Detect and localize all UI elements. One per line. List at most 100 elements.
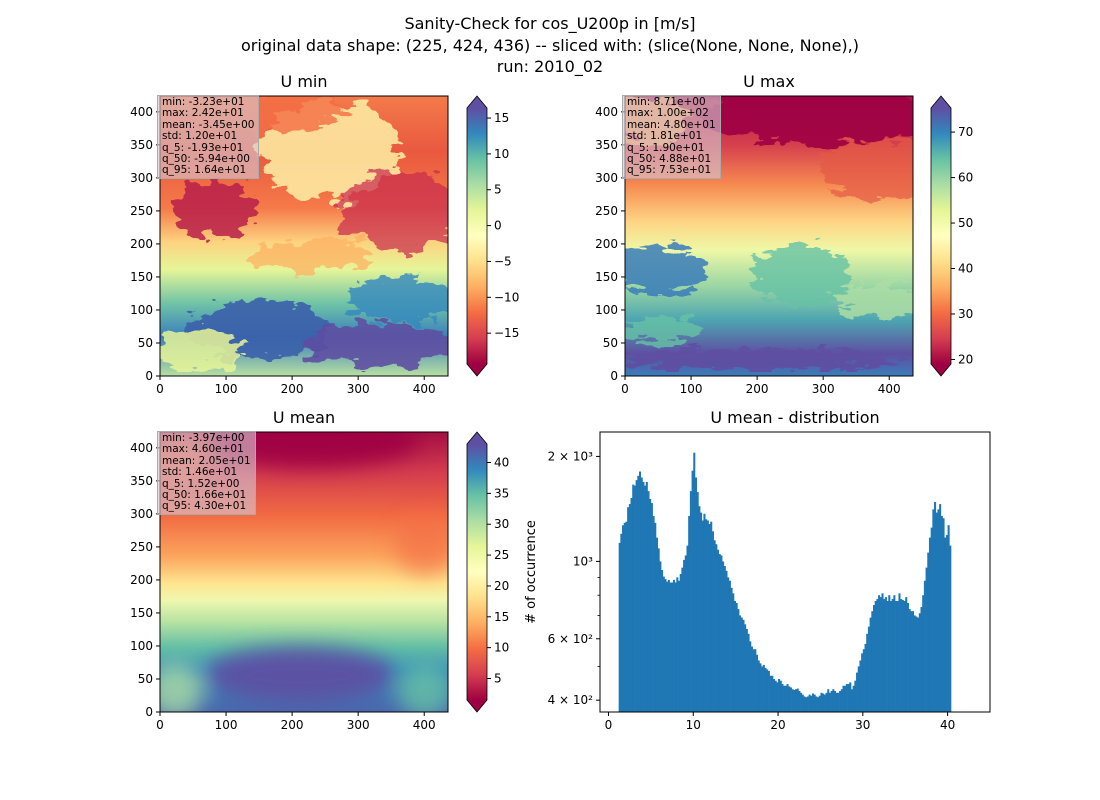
hist-bar — [878, 595, 881, 712]
umin-axes-frame — [159, 95, 449, 377]
hist-bar — [650, 503, 653, 712]
hist-bar — [845, 684, 848, 712]
hist-bar — [789, 687, 792, 712]
hist-bar — [827, 689, 830, 712]
x-tick-label: 200 — [746, 382, 769, 396]
hist-bar — [854, 680, 857, 712]
stat-line: min: -3.97e+00 — [162, 432, 245, 444]
umin-colorbar — [466, 95, 488, 377]
colorbar-tick-label: 25 — [494, 548, 509, 562]
y-tick-label: 0 — [610, 369, 618, 383]
hist-bar — [850, 689, 854, 712]
hist-bar — [674, 582, 677, 712]
hist-x-tick-label: 10 — [686, 718, 701, 732]
hist-bar — [661, 569, 664, 712]
colorbar-tick-label: 70 — [958, 125, 973, 139]
hist-bar — [754, 649, 757, 712]
hist-bar — [788, 686, 791, 712]
hist-bar — [910, 611, 913, 712]
hist-bar — [806, 696, 809, 712]
hist-bar — [700, 512, 703, 712]
hist-bar — [637, 475, 640, 712]
hist-bar — [823, 694, 826, 712]
hist-bar — [927, 552, 930, 712]
hist-bar — [689, 491, 692, 712]
hist-bar — [849, 682, 852, 712]
hist-bar — [649, 498, 652, 712]
hist-bar — [835, 692, 838, 712]
y-tick-label: 0 — [145, 705, 153, 719]
hist-bar — [791, 689, 794, 712]
hist-bar — [888, 595, 891, 712]
colorbar-tick-label: 10 — [494, 641, 509, 655]
hist-bar — [655, 537, 659, 712]
hist-bar — [778, 679, 781, 712]
y-tick-label: 100 — [130, 303, 153, 317]
hist-bar — [925, 567, 928, 712]
hist-bar — [759, 663, 762, 712]
y-tick-label: 300 — [130, 171, 153, 185]
hist-bar — [761, 666, 764, 712]
hist-bar — [694, 477, 698, 712]
hist-bar — [730, 587, 733, 712]
stat-line: q_5: -1.93e+01 — [162, 141, 244, 154]
y-tick-label: 400 — [130, 441, 153, 455]
hist-bar — [644, 485, 647, 712]
hist-bar — [900, 599, 903, 712]
hist-bar — [937, 509, 940, 712]
hist-bar — [659, 561, 662, 712]
hist-bar — [942, 518, 945, 712]
hist-bar — [764, 667, 767, 712]
colorbar-tick-label: 5 — [494, 672, 502, 686]
hist-bar — [784, 685, 787, 712]
hist-bar — [723, 566, 726, 712]
y-tick-label: 200 — [130, 573, 153, 587]
hist-bar — [662, 576, 665, 712]
x-tick-label: 300 — [347, 382, 370, 396]
y-tick-label: 200 — [130, 237, 153, 251]
hist-bar — [923, 580, 926, 712]
panel-title-hist: U mean - distribution — [710, 408, 880, 427]
hist-bar — [766, 669, 769, 712]
hist-bar — [796, 688, 799, 712]
figure-title-line3: run: 2010_02 — [496, 57, 604, 76]
umean-stats-box: min: -3.97e+00 max: 4.60e+01 mean: 2.05e… — [157, 431, 256, 515]
hist-bar — [671, 582, 674, 712]
hist-bar — [905, 597, 908, 712]
hist-bar — [857, 666, 860, 712]
umax-heatmap — [625, 96, 913, 376]
hist-bar — [866, 633, 869, 712]
hist-bar — [756, 654, 759, 712]
hist-bar — [862, 649, 865, 712]
hist-bar — [725, 570, 728, 712]
hist-bar — [915, 616, 918, 712]
hist-bar — [903, 600, 906, 712]
x-tick-label: 100 — [215, 718, 238, 732]
hist-bar — [818, 695, 821, 712]
hist-bar — [772, 679, 776, 712]
hist-bar — [722, 561, 725, 712]
umax-stats-box: min: 8.71e+00 max: 1.00e+02 mean: 4.80e+… — [622, 95, 721, 179]
stat-line: max: 1.00e+02 — [627, 107, 709, 120]
hist-bar — [842, 685, 845, 712]
hist-bar — [691, 470, 694, 712]
hist-bar — [874, 600, 877, 712]
hist-bar — [654, 522, 657, 712]
y-tick-label: 150 — [130, 606, 153, 620]
hist-bar — [688, 515, 691, 712]
hist-bar — [883, 599, 886, 712]
stat-line: q_95: 4.30e+01 — [162, 500, 247, 513]
hist-bar — [820, 692, 823, 712]
stat-line: q_5: 1.52e+00 — [162, 477, 240, 490]
hist-bar — [918, 613, 921, 712]
y-tick-label: 50 — [138, 336, 153, 350]
hist-bar — [720, 555, 723, 712]
hist-x-tick-label: 20 — [770, 718, 785, 732]
hist-bar — [703, 513, 706, 712]
hist-bar — [906, 602, 909, 712]
hist-bar — [740, 617, 743, 712]
hist-bar — [727, 577, 730, 712]
stat-line: std: 1.81e+01 — [627, 130, 703, 143]
hist-bar — [664, 579, 667, 712]
hist-x-tick-label: 30 — [855, 718, 870, 732]
